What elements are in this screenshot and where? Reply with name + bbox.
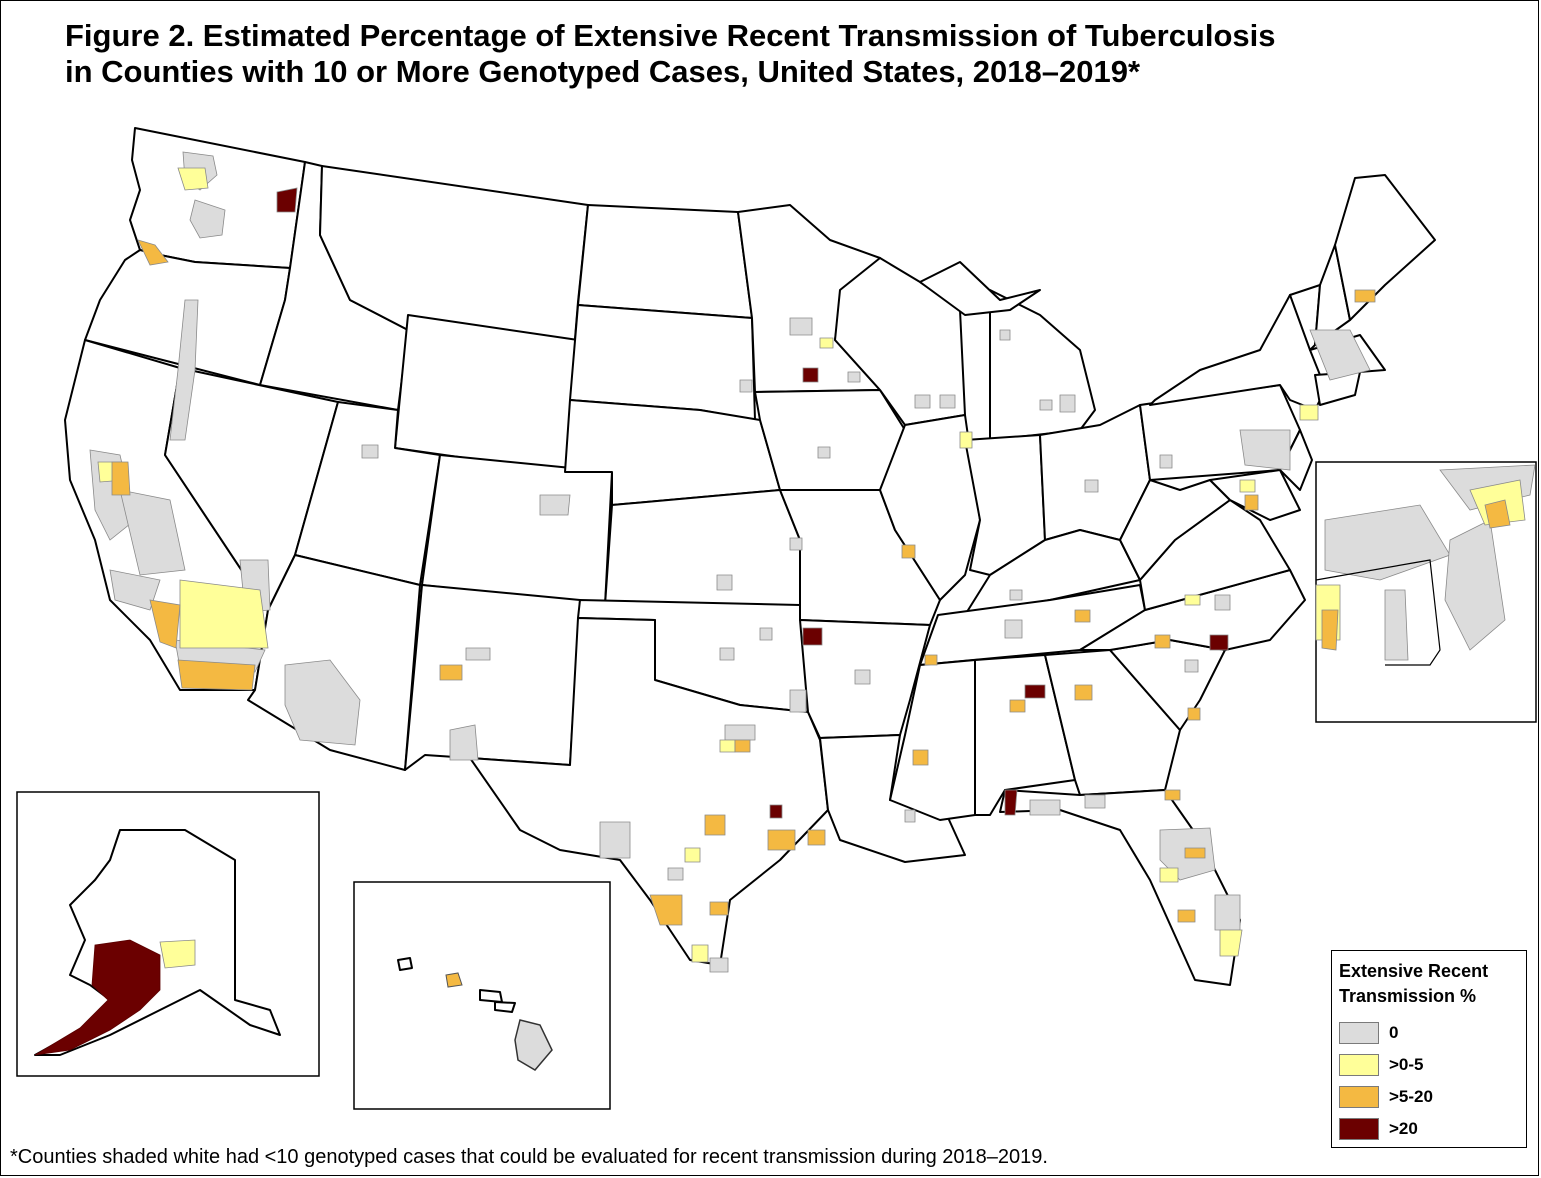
legend-item-0: 0 [1339, 1021, 1398, 1045]
state-new-mexico [404, 584, 581, 771]
legend-swatch-yellow [1339, 1054, 1379, 1076]
legend-swatch-darkred [1339, 1118, 1379, 1140]
footnote: *Counties shaded white had <10 genotyped… [10, 1146, 1048, 1168]
state-colorado [421, 454, 613, 606]
state-new-jersey [1279, 429, 1313, 491]
state-michigan-lower [989, 289, 1096, 441]
legend-label-0: 0 [1389, 1023, 1399, 1042]
state-north-dakota [577, 204, 753, 319]
legend: Extensive Recent Transmission % 0 >0-5 >… [1331, 950, 1527, 1148]
legend-item-20: >20 [1339, 1117, 1418, 1141]
county-shading [89, 151, 1376, 973]
state-wyoming [394, 314, 579, 473]
state-iowa [754, 389, 906, 491]
figure-title: Figure 2. Estimated Percentage of Extens… [65, 18, 1525, 90]
legend-label-20: >20 [1389, 1119, 1418, 1138]
state-maine [1334, 174, 1436, 321]
state-michigan-upper [919, 261, 1041, 316]
state-kansas [604, 489, 801, 606]
state-louisiana [819, 734, 966, 863]
northeast-inset [1315, 461, 1537, 723]
title-line-2: in Counties with 10 or More Genotyped Ca… [65, 54, 1141, 89]
legend-item-5-20: >5-20 [1339, 1085, 1433, 1109]
hawaii-inset [353, 881, 611, 1110]
legend-swatch-gray [1339, 1022, 1379, 1044]
legend-label-0-5: >0-5 [1389, 1055, 1424, 1074]
state-florida [999, 789, 1241, 986]
title-line-1: Figure 2. Estimated Percentage of Extens… [65, 18, 1276, 53]
legend-title: Extensive Recent Transmission % [1339, 961, 1489, 1006]
state-texas [469, 617, 829, 966]
legend-swatch-orange [1339, 1086, 1379, 1108]
legend-label-5-20: >5-20 [1389, 1087, 1433, 1106]
legend-item-0-5: >0-5 [1339, 1053, 1424, 1077]
alaska-inset [16, 791, 320, 1077]
